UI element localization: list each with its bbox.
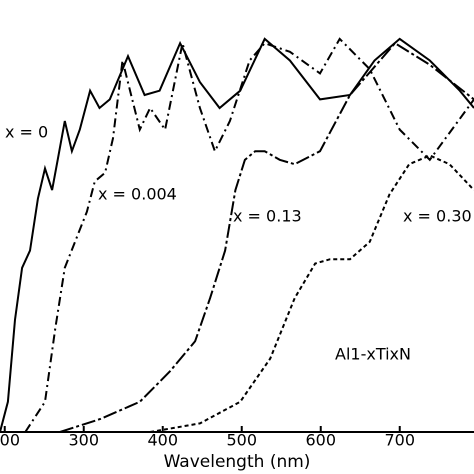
- annotation: Al1-xTixN: [335, 345, 411, 364]
- line-series: [149, 154, 474, 433]
- x-tick-label: 600: [305, 431, 336, 450]
- line-series: [0, 37, 474, 433]
- series-label: x = 0.30: [403, 207, 472, 226]
- line-series: [59, 41, 474, 433]
- series-label: x = 0.004: [98, 185, 177, 204]
- x-tick-label: 200: [0, 431, 20, 450]
- series-label: x = 0: [5, 123, 48, 142]
- x-tick-label: 700: [384, 431, 415, 450]
- x-axis-label: Wavelength (nm): [164, 452, 311, 472]
- series-label: x = 0.13: [233, 207, 302, 226]
- x-tick-label: 400: [147, 431, 178, 450]
- x-tick-label: 500: [226, 431, 257, 450]
- line-series: [24, 37, 474, 433]
- x-tick-label: 300: [68, 431, 99, 450]
